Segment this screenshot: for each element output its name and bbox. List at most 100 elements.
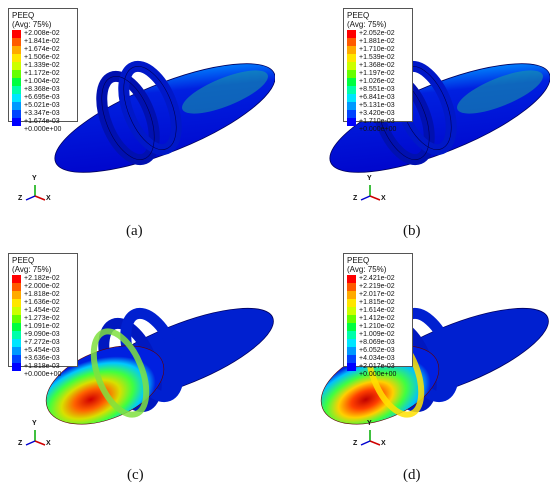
legend-row: +5.454e-03 (12, 347, 74, 355)
legend-row: +1.339e-02 (12, 62, 74, 70)
legend-swatch (12, 118, 21, 126)
legend-swatch (12, 30, 21, 38)
legend-swatch (347, 283, 356, 291)
legend-swatch (347, 94, 356, 102)
axis-z-label: Z (18, 440, 23, 447)
legend-row: +1.172e-02 (12, 70, 74, 78)
legend-value: +4.034e-03 (359, 355, 395, 362)
legend-row: +1.710e-03 (347, 118, 409, 126)
legend-row: +1.710e-02 (347, 46, 409, 54)
legend-value: +6.695e-03 (24, 94, 60, 101)
legend-value: +1.818e-02 (24, 291, 60, 298)
legend-swatch (12, 331, 21, 339)
panel-caption: (a) (126, 223, 143, 239)
legend-row: +3.347e-03 (12, 110, 74, 118)
legend-value: +2.182e-02 (24, 275, 60, 282)
legend-row: +2.219e-02 (347, 283, 409, 291)
legend-row: +2.182e-02 (12, 275, 74, 283)
legend-row: +8.069e-03 (347, 339, 409, 347)
legend-swatch (12, 315, 21, 323)
legend-row: +3.420e-03 (347, 110, 409, 118)
legend-swatch (12, 299, 21, 307)
legend-row: +1.091e-02 (12, 323, 74, 331)
legend-swatch (347, 347, 356, 355)
legend-swatch (347, 307, 356, 315)
legend-value: +2.000e-02 (24, 283, 60, 290)
axis-triad: Y Z X (353, 420, 387, 449)
panel-caption: (c) (127, 467, 144, 483)
legend-swatch (347, 315, 356, 323)
legend-value: +1.210e-02 (359, 323, 395, 330)
legend-row: +0.000e+00 (347, 126, 409, 134)
ring-rear-edge (101, 76, 155, 160)
legend-swatch (347, 110, 356, 118)
legend-value: +1.091e-02 (24, 323, 60, 330)
ring-contact (90, 328, 150, 418)
legend-swatch (12, 323, 21, 331)
legend-row: +2.052e-02 (347, 30, 409, 38)
legend-row: +1.368e-02 (347, 62, 409, 70)
legend-row: +1.636e-02 (12, 299, 74, 307)
axis-y-label: Y (367, 420, 372, 427)
nose-zone (182, 70, 268, 114)
legend-value: +0.000e+00 (24, 371, 62, 378)
legend-value: +1.368e-02 (359, 62, 395, 69)
legend-row: +1.815e-02 (347, 299, 409, 307)
legend-row: +1.881e-02 (347, 38, 409, 46)
legend-value: +1.273e-02 (24, 315, 60, 322)
legend-value: +0.000e+00 (359, 371, 397, 378)
legend-variable: PEEQ (347, 256, 370, 265)
legend-row: +1.818e-02 (12, 291, 74, 299)
legend-swatch (347, 275, 356, 283)
legend-row: +1.454e-02 (12, 307, 74, 315)
legend-value: +2.017e-02 (359, 291, 395, 298)
legend-row: +1.210e-02 (347, 323, 409, 331)
legend-row: +8.551e-03 (347, 86, 409, 94)
legend-value: +1.412e-02 (359, 315, 395, 322)
legend-row: +1.674e-02 (12, 46, 74, 54)
legend-row: +0.000e+00 (12, 126, 74, 134)
legend-value: +5.131e-03 (359, 102, 395, 109)
legend-swatch (347, 30, 356, 38)
legend-value: +1.674e-03 (24, 118, 60, 125)
legend-swatch (347, 371, 356, 379)
legend-value: +8.368e-03 (24, 86, 60, 93)
legend-swatch (347, 54, 356, 62)
legend-swatch (12, 78, 21, 86)
legend-swatch (12, 291, 21, 299)
axis-triad: Y Z X (18, 420, 52, 449)
legend-value: +3.636e-03 (24, 355, 60, 362)
panel-a: PEEQ (Avg: 75%) +2.008e-02 +1.841e-02 +1… (0, 0, 275, 245)
nose-zone (457, 70, 543, 114)
legend-swatch (347, 363, 356, 371)
legend-swatch (347, 126, 356, 134)
legend-value: +1.710e-02 (359, 46, 395, 53)
legend-row: +1.539e-02 (347, 54, 409, 62)
legend-swatch (12, 283, 21, 291)
legend-swatch (12, 347, 21, 355)
legend-row: +7.272e-03 (12, 339, 74, 347)
legend-swatch (12, 339, 21, 347)
legend-value: +7.272e-03 (24, 339, 60, 346)
legend-swatch (347, 70, 356, 78)
legend-value: +1.339e-02 (24, 62, 60, 69)
legend-variable: PEEQ (347, 11, 370, 20)
legend-value: +5.454e-03 (24, 347, 60, 354)
legend-value: +1.841e-02 (24, 38, 60, 45)
legend-row: +2.008e-02 (12, 30, 74, 38)
legend-swatch (12, 355, 21, 363)
legend-swatch (347, 331, 356, 339)
legend-variable: PEEQ (12, 11, 35, 20)
legend-swatch (347, 62, 356, 70)
legend-value: +2.008e-02 (24, 30, 60, 37)
axis-z-label: Z (353, 440, 358, 447)
legend-row: +1.818e-03 (12, 363, 74, 371)
legend-row: +8.368e-03 (12, 86, 74, 94)
legend-value: +1.815e-02 (359, 299, 395, 306)
axis-triad: Y Z X (18, 175, 52, 204)
legend-row: +1.614e-02 (347, 307, 409, 315)
legend-swatch (347, 46, 356, 54)
legend-swatch (12, 54, 21, 62)
legend-value: +1.009e-02 (359, 331, 395, 338)
legend-swatch (347, 118, 356, 126)
